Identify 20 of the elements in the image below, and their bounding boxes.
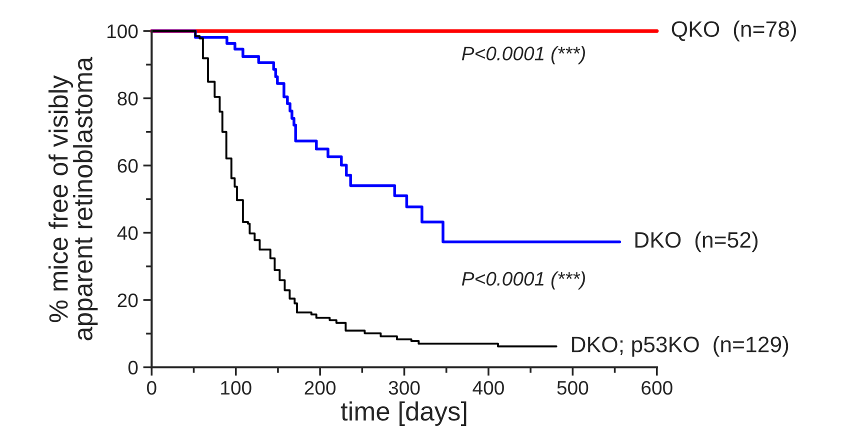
y-tick-label: 80 xyxy=(118,92,138,106)
x-tick-label: 0 xyxy=(147,380,156,395)
annotation: P<0.0001 (***) xyxy=(462,46,586,64)
x-tick-label: 200 xyxy=(304,380,336,395)
x-tick-label: 300 xyxy=(388,380,420,395)
series-label: QKO (n=78) xyxy=(672,20,796,42)
y-tick-label: 0 xyxy=(128,360,138,374)
y-axis-title: % mice free of visibly apparent retinoblastoma xyxy=(48,56,98,340)
x-tick-label: 400 xyxy=(472,380,504,395)
x-tick-label: 600 xyxy=(642,380,672,395)
x-axis-title: time [days] xyxy=(340,401,466,426)
series-label: DKO; p53KO (n=129) xyxy=(572,336,788,357)
series-label: DKO (n=52) xyxy=(635,231,758,252)
y-tick-label: 100 xyxy=(108,24,138,38)
annotation: P<0.0001 (***) xyxy=(462,271,586,290)
x-tick-label: 500 xyxy=(557,380,588,395)
y-tick-label: 40 xyxy=(117,226,138,240)
y-tick-label: 20 xyxy=(118,293,138,308)
x-tick-label: 100 xyxy=(221,380,252,395)
y-tick-label: 60 xyxy=(118,158,138,173)
